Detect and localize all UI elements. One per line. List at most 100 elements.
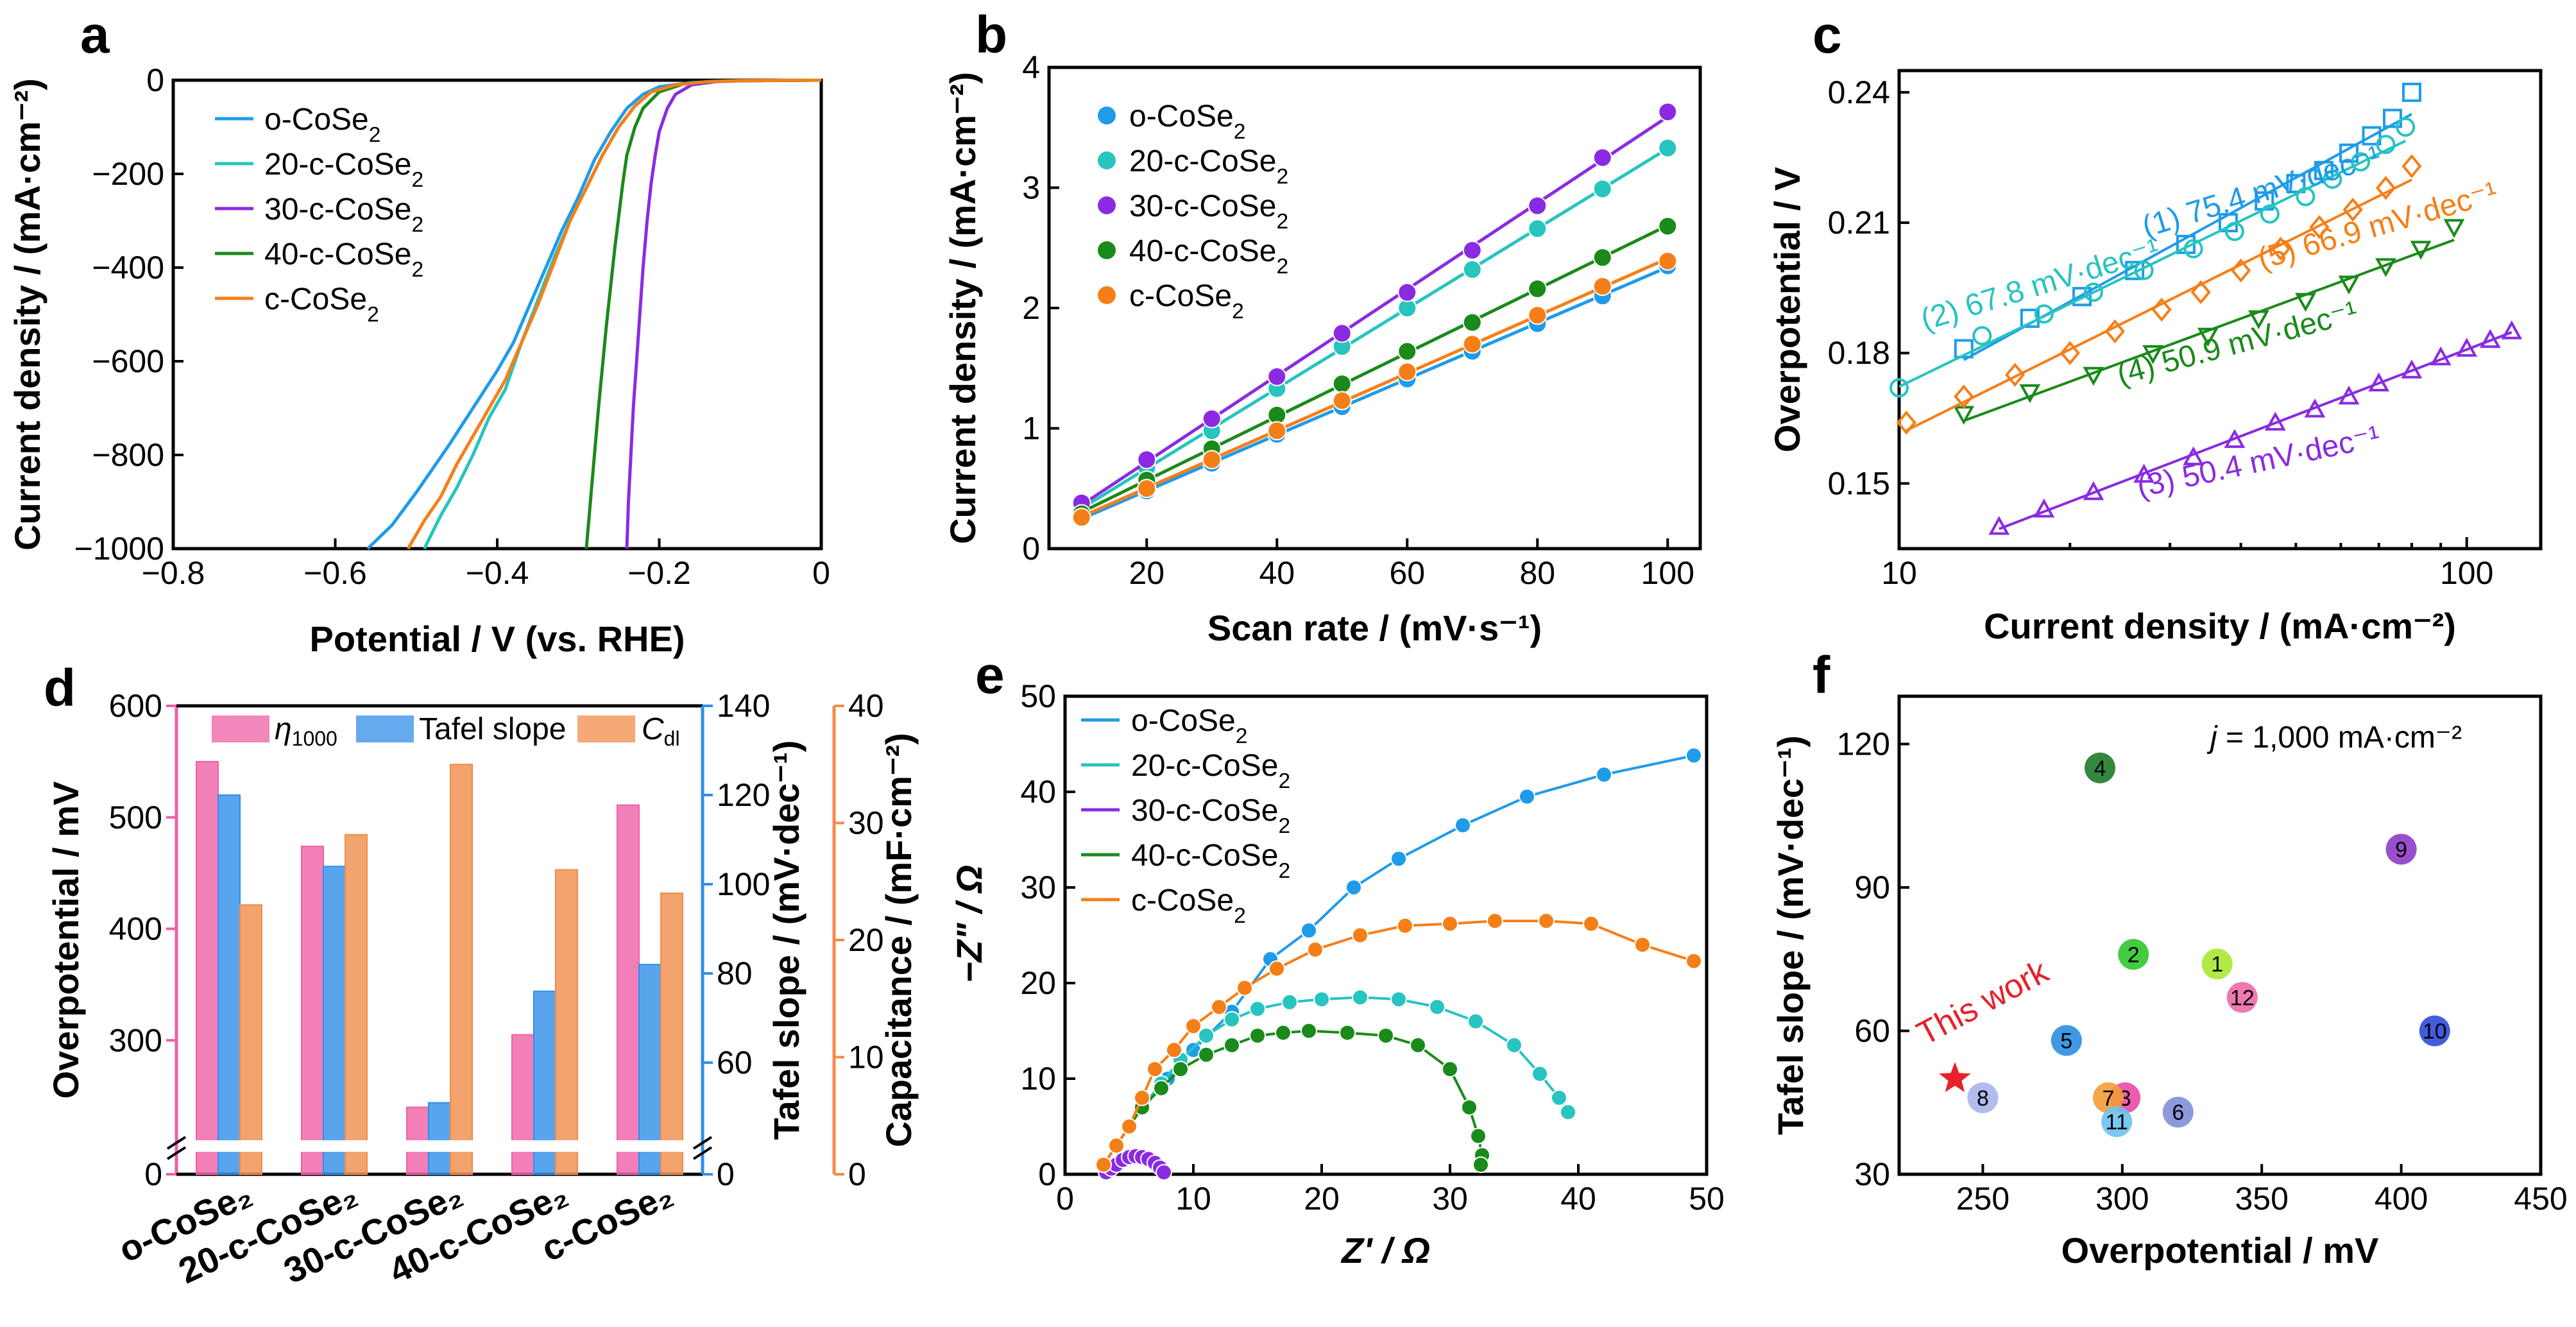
data-point-12 — [2226, 982, 2258, 1013]
axis-break-mark — [692, 1146, 713, 1160]
legend-label-30-c-CoSe2: 30-c-CoSe2 — [1131, 794, 1290, 838]
data-point-20-c-CoSe2 — [1462, 260, 1482, 279]
y2-tick-label: 100 — [717, 866, 770, 902]
data-point-c-CoSe2 — [1332, 391, 1352, 411]
data-point — [2376, 135, 2396, 155]
data-point — [1972, 326, 1992, 346]
x-tick-label: 30 — [1432, 1181, 1468, 1217]
legend-marker-30-c-CoSe2 — [1098, 196, 1116, 214]
data-point-40-c-CoSe2 — [1658, 216, 1678, 236]
data-point-10 — [2419, 1015, 2450, 1047]
x-tick-label: 100 — [1641, 555, 1694, 591]
data-point-o-CoSe2 — [1345, 879, 1362, 896]
data-point-c-CoSe2 — [1397, 362, 1417, 382]
data-point-o-CoSe2 — [1301, 922, 1317, 939]
data-point-30-c-CoSe2 — [1592, 148, 1612, 167]
x-tick-label: −0.4 — [466, 555, 529, 591]
data-point-this-work — [1939, 1062, 1971, 1092]
bar-η1000 — [617, 804, 640, 1175]
data-point — [2396, 117, 2416, 137]
data-point — [2401, 82, 2421, 102]
panel-a-letter: a — [80, 6, 110, 64]
point-label-11: 11 — [2105, 1110, 2128, 1134]
data-point-c-CoSe2 — [1202, 450, 1222, 470]
y-axis-label: Overpotential / mV — [46, 782, 86, 1099]
data-point — [2296, 187, 2316, 207]
data-point-5 — [2051, 1025, 2082, 1056]
y-tick-label: 30 — [1854, 1156, 1890, 1192]
x-tick-label: 450 — [2514, 1181, 2567, 1217]
data-point — [2351, 152, 2371, 172]
data-point-c-CoSe2 — [1307, 941, 1324, 958]
y-tick-label: 400 — [109, 911, 162, 947]
data-point — [2375, 176, 2396, 200]
bar-Tafel slope — [218, 794, 241, 1175]
data-point-9 — [2385, 834, 2417, 865]
x-tick-label: 60 — [1389, 555, 1425, 591]
y3-tick-label: 0 — [848, 1156, 866, 1192]
series-line-o-CoSe2 — [366, 78, 822, 550]
panel-d: d 0 300 400 500 600 0 60 80 100 120 140 0 10 20 30 40 Ove… — [44, 659, 919, 1291]
legend-label-o-CoSe2: o-CoSe2 — [264, 103, 380, 147]
data-point-40-c-CoSe2 — [1153, 1079, 1170, 1097]
data-point — [2060, 341, 2080, 365]
axis-break-mark — [166, 1146, 187, 1160]
data-point-c-CoSe2 — [1166, 1041, 1182, 1059]
bar-Cdl — [345, 834, 368, 1175]
y-tick-label: 50 — [1020, 678, 1056, 714]
data-point-20-c-CoSe2 — [1528, 219, 1548, 239]
legend-label-40-c-CoSe2: 40-c-CoSe2 — [1129, 234, 1288, 278]
data-point — [2456, 338, 2478, 357]
data-point-c-CoSe2 — [1685, 952, 1702, 970]
data-point-40-c-CoSe2 — [1410, 1036, 1426, 1054]
data-point — [2004, 363, 2026, 387]
data-point-20-c-CoSe2 — [1531, 1065, 1548, 1083]
fit-line-c-CoSe2 — [1906, 178, 2412, 432]
data-point-40-c-CoSe2 — [1470, 1127, 1487, 1145]
fit-line-30-c-CoSe2 — [1080, 115, 1669, 507]
y-tick-label: 300 — [109, 1022, 162, 1058]
data-point — [2034, 304, 2054, 324]
y3-tick-label: 30 — [848, 805, 884, 841]
y2-axis-label: Tafel slope / (mV·dec⁻¹) — [766, 741, 806, 1140]
panel-b: b 20 40 60 80 100 0 1 2 3 4 Scan rate / (mV·s⁻¹) Cur… — [943, 6, 1702, 648]
point-label-1: 1 — [2211, 952, 2223, 977]
data-point-4 — [2085, 752, 2116, 783]
x-axis-label: Scan rate / (mV·s⁻¹) — [1207, 608, 1542, 648]
series-line-40-c-CoSe2 — [584, 78, 822, 549]
y-tick-label: 0.15 — [1828, 465, 1890, 501]
data-point-11 — [2101, 1106, 2133, 1138]
data-point-c-CoSe2 — [1108, 1137, 1125, 1154]
y-tick-label: 30 — [1020, 869, 1056, 905]
data-point-40-c-CoSe2 — [1249, 1027, 1266, 1044]
legend-label-c-CoSe2: c-CoSe2 — [1131, 884, 1246, 928]
y-tick-label: 60 — [1854, 1013, 1890, 1049]
data-point — [2083, 366, 2104, 386]
fit-line-c-CoSe2 — [1080, 257, 1669, 518]
legend-swatch-eta — [212, 715, 269, 742]
data-point — [1896, 410, 1916, 435]
bar-Cdl — [660, 893, 683, 1175]
data-point-30-c-CoSe2 — [1156, 1164, 1172, 1181]
data-point-20-c-CoSe2 — [1429, 998, 1446, 1016]
data-point — [2260, 204, 2280, 224]
y-tick-label: 90 — [1854, 869, 1890, 905]
data-point-o-CoSe2 — [1454, 817, 1471, 834]
y-tick-label: −1000 — [74, 531, 164, 567]
panel-d-letter: d — [44, 659, 76, 717]
point-label-10: 10 — [2423, 1020, 2447, 1044]
data-point-o-CoSe2 — [1519, 788, 1535, 805]
panel-f-frame — [1897, 694, 2543, 1176]
data-point — [2430, 346, 2452, 366]
y-tick-label: 0.18 — [1828, 335, 1890, 371]
bar-η1000 — [511, 1034, 534, 1175]
data-point — [1953, 406, 1975, 425]
data-point — [2362, 126, 2382, 146]
y2-tick-label: 80 — [717, 955, 753, 991]
fit-line-o-CoSe2 — [1080, 266, 1669, 520]
data-point — [2142, 345, 2163, 364]
y-axis-label: Tafel slope / (mV·dec⁻¹) — [1770, 735, 1811, 1135]
x-axis-label: Overpotential / mV — [2061, 1230, 2379, 1271]
data-point — [2133, 463, 2155, 483]
data-point-c-CoSe2 — [1583, 915, 1599, 932]
